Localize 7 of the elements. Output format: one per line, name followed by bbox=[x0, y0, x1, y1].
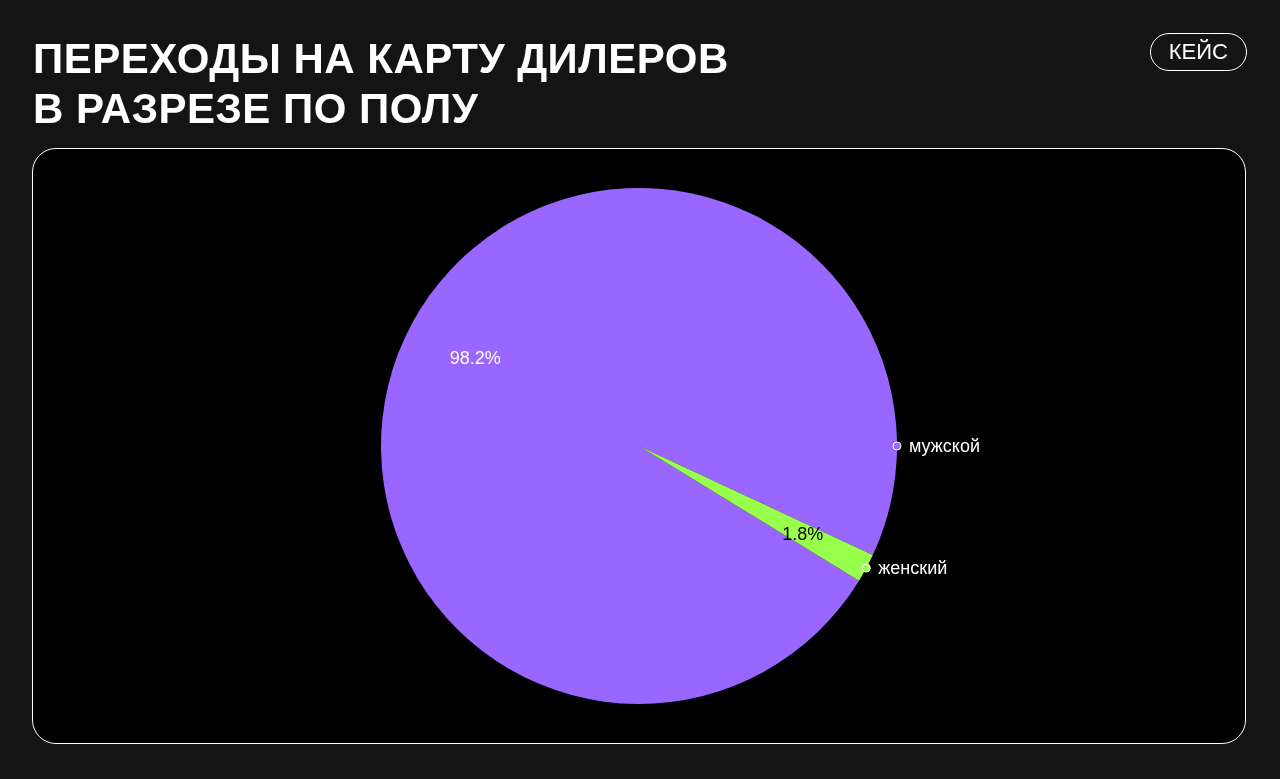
pie-slice bbox=[639, 446, 873, 581]
data-label: 1.8% bbox=[782, 523, 824, 544]
legend-label: мужской bbox=[909, 436, 980, 456]
chart-title: ПЕРЕХОДЫ НА КАРТУ ДИЛЕРОВ В РАЗРЕЗЕ ПО ПОЛУ bbox=[33, 34, 730, 134]
data-label: 98.2% bbox=[449, 348, 501, 369]
text: КЕЙС bbox=[1149, 33, 1247, 71]
legend-label: женский bbox=[878, 558, 948, 579]
